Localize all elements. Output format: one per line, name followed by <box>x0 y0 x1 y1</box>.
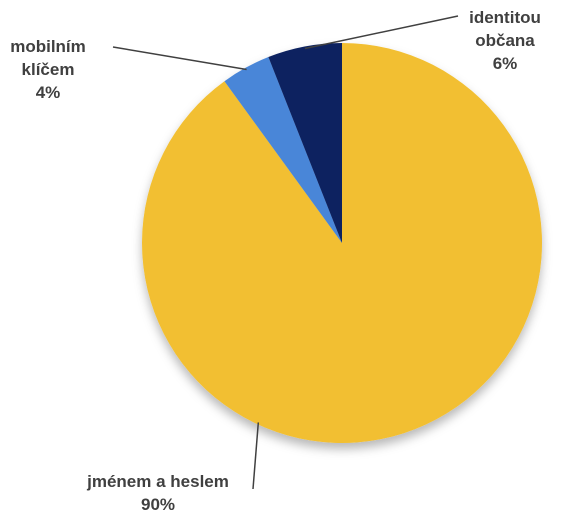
leader-line <box>304 15 459 50</box>
slice-category-label: občana <box>475 31 535 50</box>
leader-lines <box>112 15 459 490</box>
slice-value-label: 90% <box>141 495 175 514</box>
slice-value-label: 6% <box>493 54 518 73</box>
slice-category-label: jménem a heslem <box>86 472 229 491</box>
pie-slice <box>224 57 342 243</box>
slice-label: mobilním klíčem 4% <box>10 37 86 102</box>
leader-line <box>252 422 260 490</box>
slice-category-label: klíčem <box>22 60 75 79</box>
pie-slice <box>268 43 342 243</box>
pie-slice <box>141 43 542 444</box>
slice-label: identitou občana 6% <box>469 8 541 73</box>
slice-category-label: identitou <box>469 8 541 27</box>
slice-labels: jménem a heslem 90% mobilním klíčem 4% identi… <box>10 8 541 514</box>
slice-category-label: mobilním <box>10 37 86 56</box>
slice-value-label: 4% <box>36 83 61 102</box>
slice-label: jménem a heslem 90% <box>86 472 229 514</box>
leader-line <box>112 46 247 71</box>
pie-slices <box>141 43 542 444</box>
